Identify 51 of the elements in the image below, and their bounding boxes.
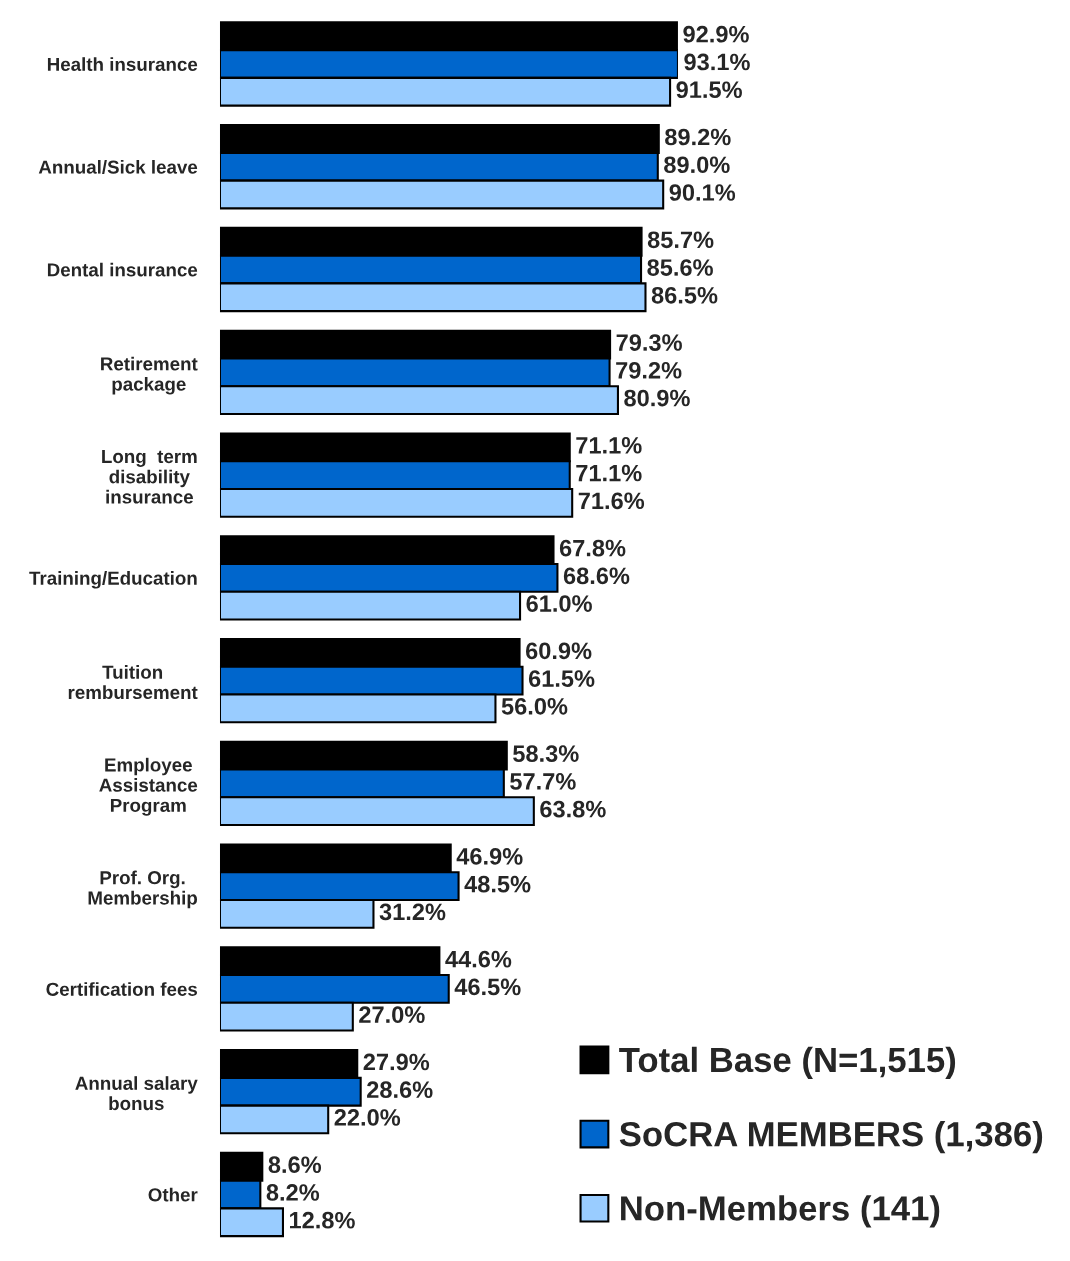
y-tick-label: Retirement package: [101, 356, 198, 395]
y-tick-label: Employee Assistance Program: [99, 757, 198, 816]
data-label: 86.5%: [651, 286, 718, 304]
y-tick-label: Other: [148, 1187, 198, 1202]
data-label: 85.7%: [647, 231, 714, 249]
data-label: 60.9%: [525, 642, 592, 660]
data-label: 56.0%: [501, 697, 568, 715]
data-label: 63.8%: [540, 800, 606, 818]
data-label: 12.8%: [290, 1211, 355, 1229]
data-label: 79.3%: [616, 334, 682, 351]
data-label: 31.2%: [379, 903, 446, 921]
y-tick-label: Certification fees: [46, 982, 198, 996]
data-label: 48.5%: [464, 875, 531, 893]
data-label: 61.0%: [526, 595, 592, 612]
y-tick-label: Annual salary bonus: [75, 1076, 198, 1111]
legend-label: Total Base (N=1,515): [619, 1046, 956, 1080]
data-label: 44.6%: [445, 950, 512, 968]
data-label: 8.2%: [266, 1184, 320, 1201]
y-tick-label: Long term disability insurance: [102, 450, 197, 504]
y-tick-label: Prof. Org. Membership: [88, 870, 198, 909]
data-label: 90.1%: [669, 184, 736, 201]
y-tick-label: Health insurance: [47, 57, 198, 71]
legend-label: Non-Members (141): [621, 1195, 940, 1228]
data-label: 85.6%: [647, 259, 713, 276]
data-label: 8.6%: [268, 1156, 322, 1174]
data-label: 89.2%: [665, 128, 731, 146]
data-label: 71.6%: [578, 492, 645, 510]
data-label: 46.9%: [456, 848, 523, 865]
data-label: 68.6%: [563, 567, 630, 585]
data-label: 61.5%: [528, 670, 595, 687]
data-label: 67.8%: [559, 539, 626, 557]
data-label: 89.0%: [664, 156, 730, 174]
y-tick-label: Dental insurance: [47, 262, 198, 277]
data-label: 80.9%: [624, 389, 690, 407]
data-label: 93.1%: [684, 53, 750, 71]
y-tick-label: Tuition rembursement: [68, 665, 198, 700]
data-label: 79.2%: [616, 361, 682, 379]
y-tick-label: Training/Education: [29, 571, 197, 589]
y-tick-label: Annual/Sick leave: [38, 159, 198, 174]
data-label: 58.3%: [513, 745, 579, 763]
data-label: 27.9%: [363, 1053, 430, 1071]
data-label: 92.9%: [683, 25, 749, 43]
data-label: 71.1%: [576, 437, 642, 454]
data-label: 28.6%: [367, 1081, 433, 1099]
data-label: 27.0%: [359, 1006, 425, 1024]
data-label: 22.0%: [334, 1109, 401, 1126]
data-label: 46.5%: [454, 978, 521, 996]
data-label: 57.7%: [510, 773, 576, 790]
data-label: 91.5%: [676, 81, 742, 99]
legend-label: SoCRA MEMBERS (1,386): [619, 1120, 1043, 1154]
data-label: 71.1%: [576, 464, 642, 482]
